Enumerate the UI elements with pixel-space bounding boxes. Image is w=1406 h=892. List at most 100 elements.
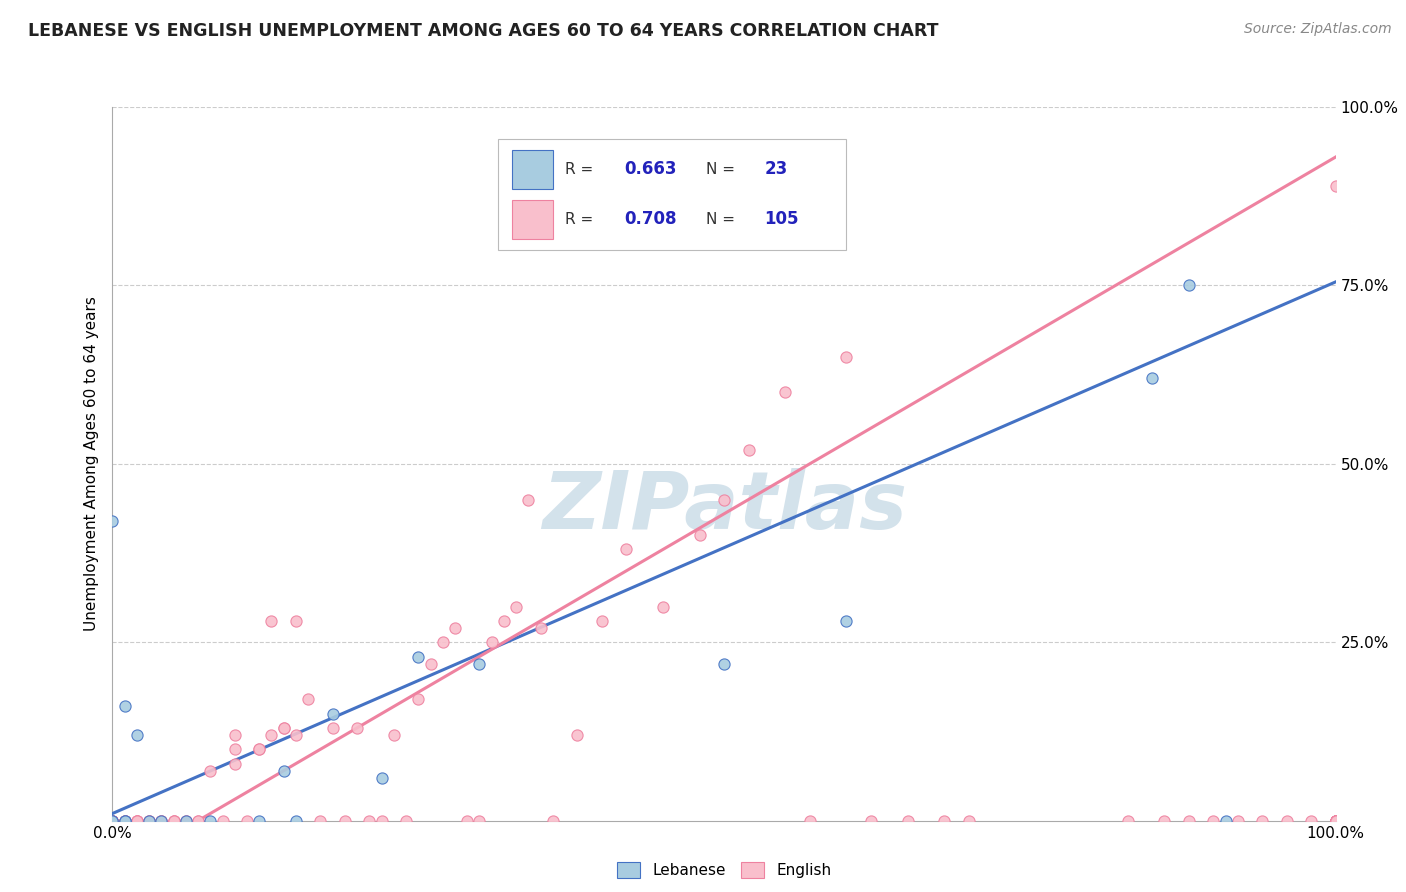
- Point: [114, 814, 136, 828]
- Point: [297, 692, 319, 706]
- Point: [101, 814, 124, 828]
- Text: 23: 23: [765, 161, 787, 178]
- Point: [150, 814, 173, 828]
- Point: [125, 814, 148, 828]
- Point: [284, 728, 308, 742]
- Point: [1178, 278, 1201, 293]
- Point: [529, 621, 551, 635]
- Point: [492, 614, 515, 628]
- Point: [101, 814, 124, 828]
- Point: [1324, 814, 1347, 828]
- Point: [468, 814, 491, 828]
- Point: [101, 814, 124, 828]
- Point: [934, 814, 956, 828]
- Point: [101, 814, 124, 828]
- Point: [101, 814, 124, 828]
- Point: [174, 814, 197, 828]
- Point: [101, 814, 124, 828]
- Point: [1324, 178, 1347, 193]
- Point: [1324, 814, 1347, 828]
- Point: [567, 728, 589, 742]
- Point: [101, 814, 124, 828]
- Point: [468, 657, 491, 671]
- Point: [138, 814, 160, 828]
- Point: [101, 814, 124, 828]
- Point: [1226, 814, 1249, 828]
- Point: [322, 706, 344, 721]
- Point: [163, 814, 186, 828]
- Point: [284, 814, 308, 828]
- Point: [517, 492, 540, 507]
- Point: [150, 814, 173, 828]
- Point: [125, 728, 148, 742]
- Point: [163, 814, 186, 828]
- Point: [395, 814, 418, 828]
- Point: [408, 692, 430, 706]
- Point: [138, 814, 160, 828]
- Point: [187, 814, 209, 828]
- Y-axis label: Unemployment Among Ages 60 to 64 years: Unemployment Among Ages 60 to 64 years: [83, 296, 98, 632]
- Point: [247, 814, 270, 828]
- Text: N =: N =: [706, 212, 740, 227]
- Point: [125, 814, 148, 828]
- Text: 105: 105: [765, 211, 799, 228]
- Point: [273, 721, 295, 735]
- Point: [591, 614, 613, 628]
- Point: [273, 721, 295, 735]
- Text: 0.708: 0.708: [624, 211, 676, 228]
- Point: [713, 492, 735, 507]
- Point: [799, 814, 821, 828]
- Point: [444, 621, 467, 635]
- Text: ZIPatlas: ZIPatlas: [541, 467, 907, 546]
- Point: [101, 514, 124, 528]
- Text: R =: R =: [565, 212, 598, 227]
- Point: [200, 814, 222, 828]
- Point: [150, 814, 173, 828]
- Point: [309, 814, 332, 828]
- Point: [835, 350, 858, 364]
- Point: [125, 814, 148, 828]
- Point: [1153, 814, 1175, 828]
- Point: [1324, 814, 1347, 828]
- Point: [1178, 814, 1201, 828]
- Point: [174, 814, 197, 828]
- FancyBboxPatch shape: [512, 200, 553, 239]
- Point: [247, 742, 270, 756]
- Point: [101, 814, 124, 828]
- Point: [614, 542, 637, 557]
- Point: [859, 814, 882, 828]
- Point: [359, 814, 381, 828]
- Point: [1142, 371, 1164, 385]
- Point: [1324, 814, 1347, 828]
- Point: [174, 814, 197, 828]
- Point: [114, 699, 136, 714]
- Point: [419, 657, 441, 671]
- Point: [1275, 814, 1298, 828]
- Text: R =: R =: [565, 162, 598, 177]
- Point: [1324, 814, 1347, 828]
- Point: [224, 756, 246, 771]
- Point: [1324, 814, 1347, 828]
- Point: [1324, 814, 1347, 828]
- Point: [481, 635, 503, 649]
- Point: [505, 599, 527, 614]
- Point: [260, 614, 283, 628]
- Point: [333, 814, 356, 828]
- Point: [652, 599, 675, 614]
- Point: [101, 814, 124, 828]
- Point: [1324, 814, 1347, 828]
- Point: [1251, 814, 1274, 828]
- Point: [236, 814, 259, 828]
- Point: [247, 742, 270, 756]
- Point: [114, 814, 136, 828]
- Point: [408, 649, 430, 664]
- Point: [1324, 814, 1347, 828]
- Point: [187, 814, 209, 828]
- Point: [101, 814, 124, 828]
- Point: [114, 814, 136, 828]
- Point: [835, 614, 858, 628]
- Point: [224, 728, 246, 742]
- Text: N =: N =: [706, 162, 740, 177]
- Point: [1324, 814, 1347, 828]
- Point: [541, 814, 564, 828]
